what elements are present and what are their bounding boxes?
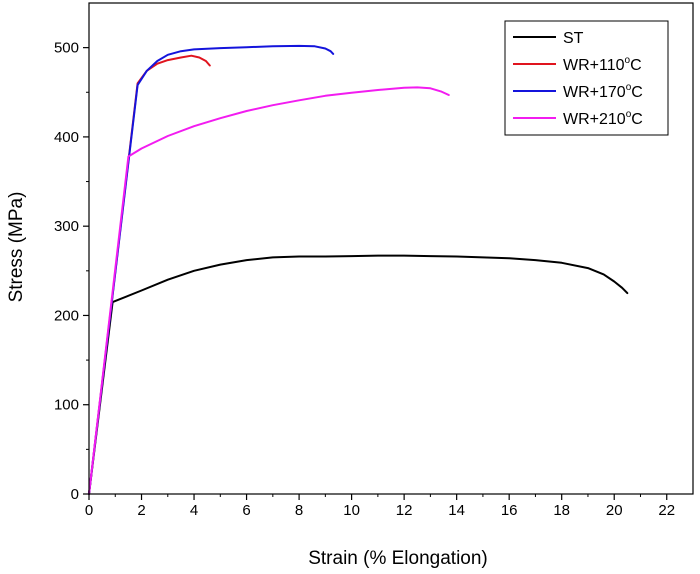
y-axis-title: Stress (MPa) xyxy=(6,192,27,303)
y-tick-label: 500 xyxy=(54,40,79,57)
x-tick-label: 10 xyxy=(343,502,360,519)
series-line-3 xyxy=(88,86,450,495)
x-tick-label: 0 xyxy=(85,502,93,519)
plot-area xyxy=(88,44,629,495)
x-tick-label: 16 xyxy=(501,502,518,519)
y-tick-label: 100 xyxy=(54,397,79,414)
x-axis-title: Strain (% Elongation) xyxy=(308,548,488,569)
x-tick-label: 12 xyxy=(396,502,413,519)
y-tick-label: 200 xyxy=(54,307,79,324)
series-line-2 xyxy=(88,44,335,495)
y-tick-label: 300 xyxy=(54,218,79,235)
series-line-0 xyxy=(88,254,629,495)
x-axis: 0 2 4 6 8 10 12 14 16 18 20 22 xyxy=(85,494,675,519)
y-tick-label: 400 xyxy=(54,129,79,146)
x-tick-label: 18 xyxy=(553,502,570,519)
y-axis: 0 100 200 300 400 500 xyxy=(54,40,89,503)
x-tick-label: 22 xyxy=(658,502,675,519)
legend-label: ST xyxy=(563,30,584,47)
x-tick-label: 8 xyxy=(295,502,303,519)
x-tick-label: 6 xyxy=(242,502,250,519)
legend-label: WR+170oC xyxy=(563,82,643,101)
x-tick-label: 4 xyxy=(190,502,198,519)
legend-label: WR+210oC xyxy=(563,109,643,128)
x-tick-label: 14 xyxy=(448,502,465,519)
x-tick-label: 2 xyxy=(137,502,145,519)
legend: ST WR+110oC WR+170oC WR+210oC xyxy=(504,20,669,136)
series-line-1 xyxy=(88,54,211,495)
legend-box xyxy=(504,20,669,136)
legend-label: WR+110oC xyxy=(563,55,642,74)
axes-frame xyxy=(88,2,694,495)
x-tick-label: 20 xyxy=(606,502,623,519)
y-tick-label: 0 xyxy=(71,486,79,503)
